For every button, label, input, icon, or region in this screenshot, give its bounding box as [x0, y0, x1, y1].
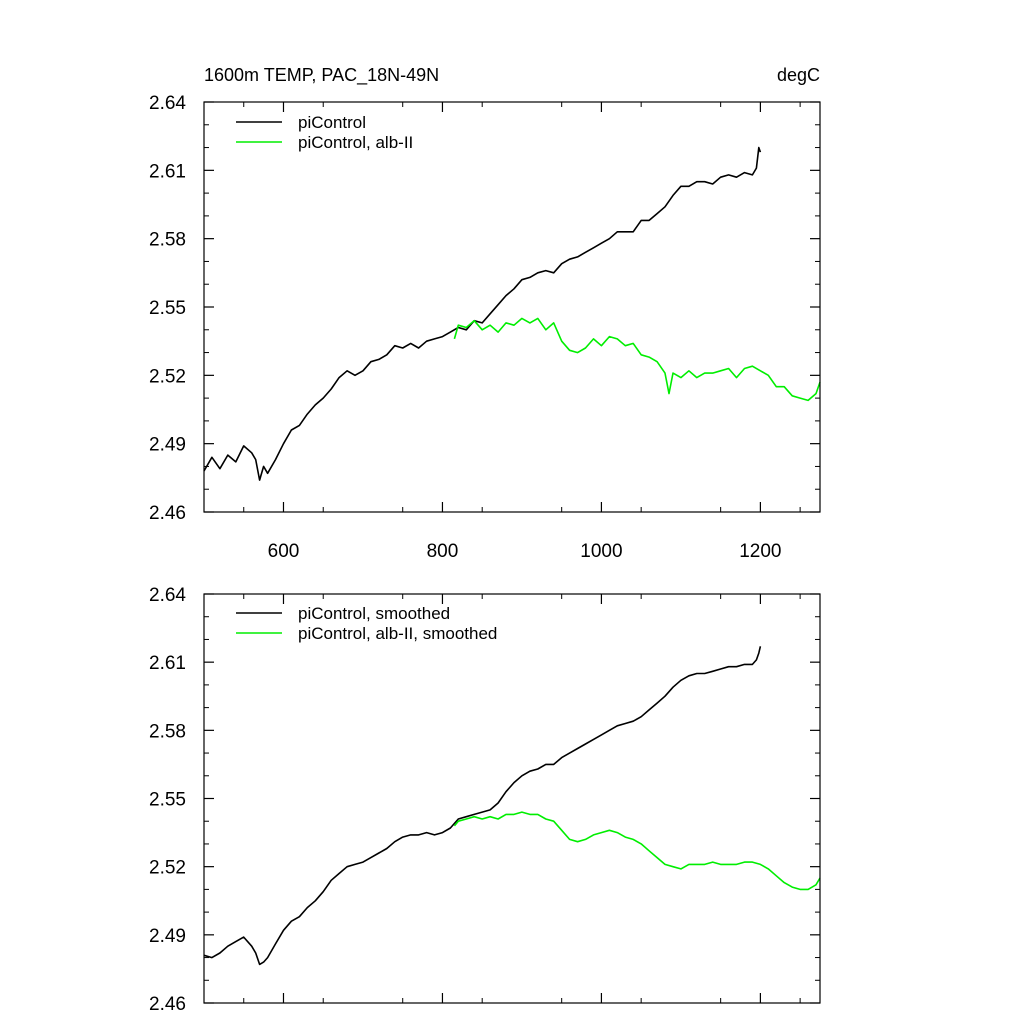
y-tick-label: 2.52 — [149, 366, 186, 387]
y-tick-label: 2.55 — [149, 298, 186, 319]
y-tick-label: 2.49 — [149, 435, 186, 456]
y-tick-label: 2.61 — [149, 653, 186, 674]
series-line-picontrol-smoothed — [203, 646, 762, 966]
y-tick-label: 2.58 — [149, 721, 186, 742]
x-tick-label: 800 — [427, 541, 459, 562]
y-tick-label: 2.61 — [149, 161, 186, 182]
series-line-picontrol-alb-ii-smoothed — [453, 811, 821, 891]
legend-label-picontrol: piControl — [298, 113, 366, 132]
legend-label-alb: piControl, alb-II — [298, 133, 413, 152]
y-tick-label: 2.46 — [149, 503, 186, 524]
x-tick-label: 600 — [268, 541, 300, 562]
top-chart-title: 1600m TEMP, PAC_18N-49N — [204, 65, 439, 86]
top-chart-panel: 1600m TEMP, PAC_18N-49N degC 2.46 2.49 2.5… — [149, 65, 821, 562]
series-line-picontrol-alb-ii — [453, 317, 821, 402]
bottom-chart-frame — [203, 593, 821, 1004]
y-tick-label: 2.52 — [149, 858, 186, 879]
bottom-chart-legend: piControl, smoothed piControl, alb-II, s… — [236, 604, 497, 643]
top-chart-series — [203, 146, 821, 481]
x-tick-label: 1000 — [580, 541, 622, 562]
y-tick-label: 2.49 — [149, 926, 186, 947]
bottom-chart-series — [203, 646, 821, 966]
x-tick-label: 1200 — [739, 541, 781, 562]
y-tick-label: 2.64 — [149, 93, 186, 114]
top-chart-legend: piControl piControl, alb-II — [236, 113, 413, 152]
bottom-chart-panel: 2.46 2.49 2.52 2.55 2.58 2.61 2.64 piControl, … — [149, 585, 821, 1015]
top-chart-frame — [203, 101, 821, 513]
y-tick-label: 2.46 — [149, 994, 186, 1015]
y-tick-label: 2.58 — [149, 230, 186, 251]
top-chart-ticks: 2.46 2.49 2.52 2.55 2.58 2.61 2.64 600 800 1000 12… — [149, 93, 820, 562]
y-tick-label: 2.64 — [149, 585, 186, 606]
y-tick-label: 2.55 — [149, 790, 186, 811]
legend-label-alb-smoothed: piControl, alb-II, smoothed — [298, 624, 497, 643]
top-chart-units: degC — [777, 65, 820, 85]
series-line-picontrol — [203, 146, 762, 481]
legend-label-picontrol-smoothed: piControl, smoothed — [298, 604, 450, 623]
